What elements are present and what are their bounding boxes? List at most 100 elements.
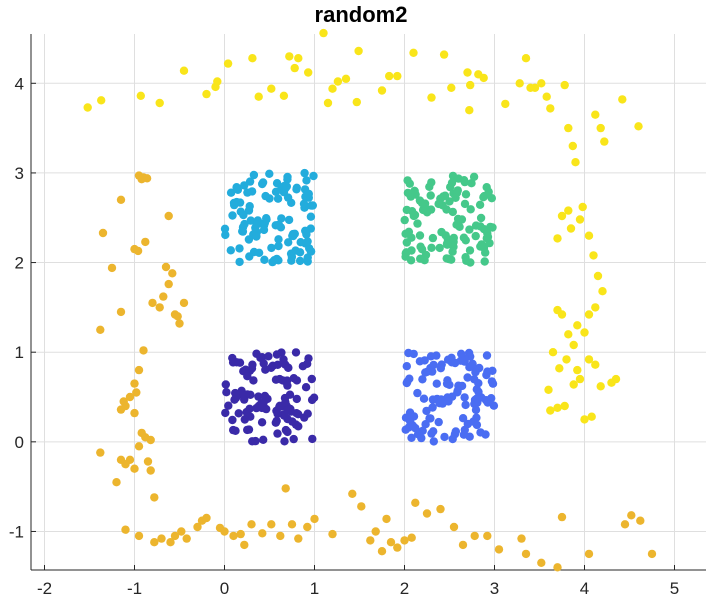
data-point-series-1 [240, 395, 249, 404]
data-point-series-3 [302, 176, 311, 185]
data-point-series-5 [521, 54, 531, 63]
data-point-series-1 [301, 383, 311, 392]
data-point-series-6 [553, 563, 562, 572]
data-point-series-6 [281, 484, 290, 493]
data-point-series-5 [560, 401, 569, 411]
data-point-series-5 [575, 374, 585, 384]
data-point-series-3 [282, 182, 291, 191]
data-point-series-6 [182, 534, 191, 543]
data-point-series-6 [179, 298, 189, 308]
data-point-series-1 [280, 437, 289, 446]
data-point-series-4 [461, 236, 470, 245]
data-point-series-5 [596, 123, 605, 133]
data-point-series-6 [164, 211, 173, 221]
data-point-series-2 [422, 406, 431, 416]
data-point-series-4 [428, 233, 438, 243]
data-point-series-3 [273, 194, 283, 203]
data-point-series-5 [562, 355, 571, 364]
data-point-series-5 [598, 287, 607, 296]
data-point-series-2 [457, 349, 466, 358]
data-point-series-3 [252, 232, 261, 241]
data-point-series-5 [580, 415, 589, 424]
data-point-series-5 [530, 83, 540, 93]
data-point-series-6 [247, 520, 256, 529]
data-point-series-4 [449, 233, 458, 243]
data-point-series-4 [404, 227, 414, 236]
data-point-series-1 [224, 401, 233, 410]
data-point-series-1 [244, 425, 254, 434]
data-point-series-2 [451, 427, 460, 436]
data-point-series-6 [116, 455, 126, 464]
data-point-series-6 [139, 346, 148, 355]
data-point-series-2 [489, 401, 499, 410]
data-point-series-5 [548, 348, 558, 357]
data-point-series-6 [143, 457, 153, 466]
data-point-series-3 [301, 226, 310, 235]
data-point-series-6 [371, 527, 380, 536]
data-point-series-2 [463, 373, 472, 382]
x-tick-label: 0 [220, 579, 229, 598]
data-point-series-3 [260, 255, 269, 264]
data-point-series-6 [202, 513, 211, 523]
data-point-series-1 [304, 354, 313, 363]
data-point-series-3 [244, 206, 254, 215]
data-point-series-5 [591, 303, 600, 312]
data-point-series-1 [221, 380, 230, 389]
data-point-series-3 [265, 194, 274, 203]
data-point-series-2 [440, 432, 449, 442]
data-point-series-5 [573, 365, 582, 375]
data-point-series-6 [236, 529, 245, 539]
data-point-series-3 [283, 193, 293, 202]
data-point-series-2 [409, 349, 418, 359]
data-point-series-1 [266, 363, 276, 372]
data-point-series-4 [484, 187, 493, 196]
data-point-series-3 [230, 200, 239, 210]
data-point-series-6 [328, 529, 337, 539]
data-point-series-4 [471, 231, 480, 241]
data-point-series-4 [406, 256, 416, 265]
data-point-series-5 [569, 340, 578, 350]
data-point-series-1 [243, 372, 252, 381]
data-point-series-2 [405, 374, 414, 383]
data-point-series-5 [202, 89, 211, 99]
data-point-series-4 [475, 200, 485, 209]
data-point-series-5 [596, 382, 605, 391]
data-point-series-5 [466, 80, 475, 90]
data-point-series-2 [421, 368, 430, 377]
data-point-series-3 [238, 227, 248, 236]
data-point-series-3 [309, 171, 318, 181]
data-point-series-6 [470, 531, 479, 541]
data-point-series-2 [434, 417, 443, 427]
data-point-series-6 [386, 538, 396, 547]
data-point-series-3 [243, 188, 252, 197]
data-point-series-4 [455, 222, 464, 231]
data-point-series-2 [420, 356, 429, 365]
data-point-series-4 [416, 242, 425, 251]
data-point-series-1 [308, 434, 317, 444]
data-point-series-3 [259, 225, 269, 235]
data-point-series-5 [618, 95, 627, 104]
data-point-series-6 [287, 520, 297, 529]
data-point-series-6 [422, 509, 432, 518]
data-point-series-4 [448, 247, 457, 256]
data-point-series-6 [150, 538, 159, 547]
data-point-series-2 [471, 405, 481, 415]
data-point-series-6 [521, 549, 531, 559]
y-tick-label: 1 [15, 343, 24, 362]
data-point-series-1 [309, 393, 319, 402]
data-point-series-5 [341, 74, 351, 84]
data-point-series-2 [453, 386, 462, 396]
data-point-series-5 [580, 328, 589, 337]
data-point-series-6 [116, 195, 126, 204]
data-point-series-3 [265, 169, 274, 178]
data-point-series-3 [246, 216, 255, 225]
data-point-series-6 [537, 558, 546, 567]
data-point-series-3 [221, 230, 230, 240]
data-point-series-6 [407, 533, 416, 542]
data-point-series-6 [146, 466, 155, 475]
data-point-series-3 [249, 247, 259, 257]
data-point-series-1 [221, 408, 230, 418]
data-point-series-3 [303, 237, 312, 246]
data-point-series-6 [121, 401, 130, 411]
data-point-series-2 [419, 394, 429, 403]
